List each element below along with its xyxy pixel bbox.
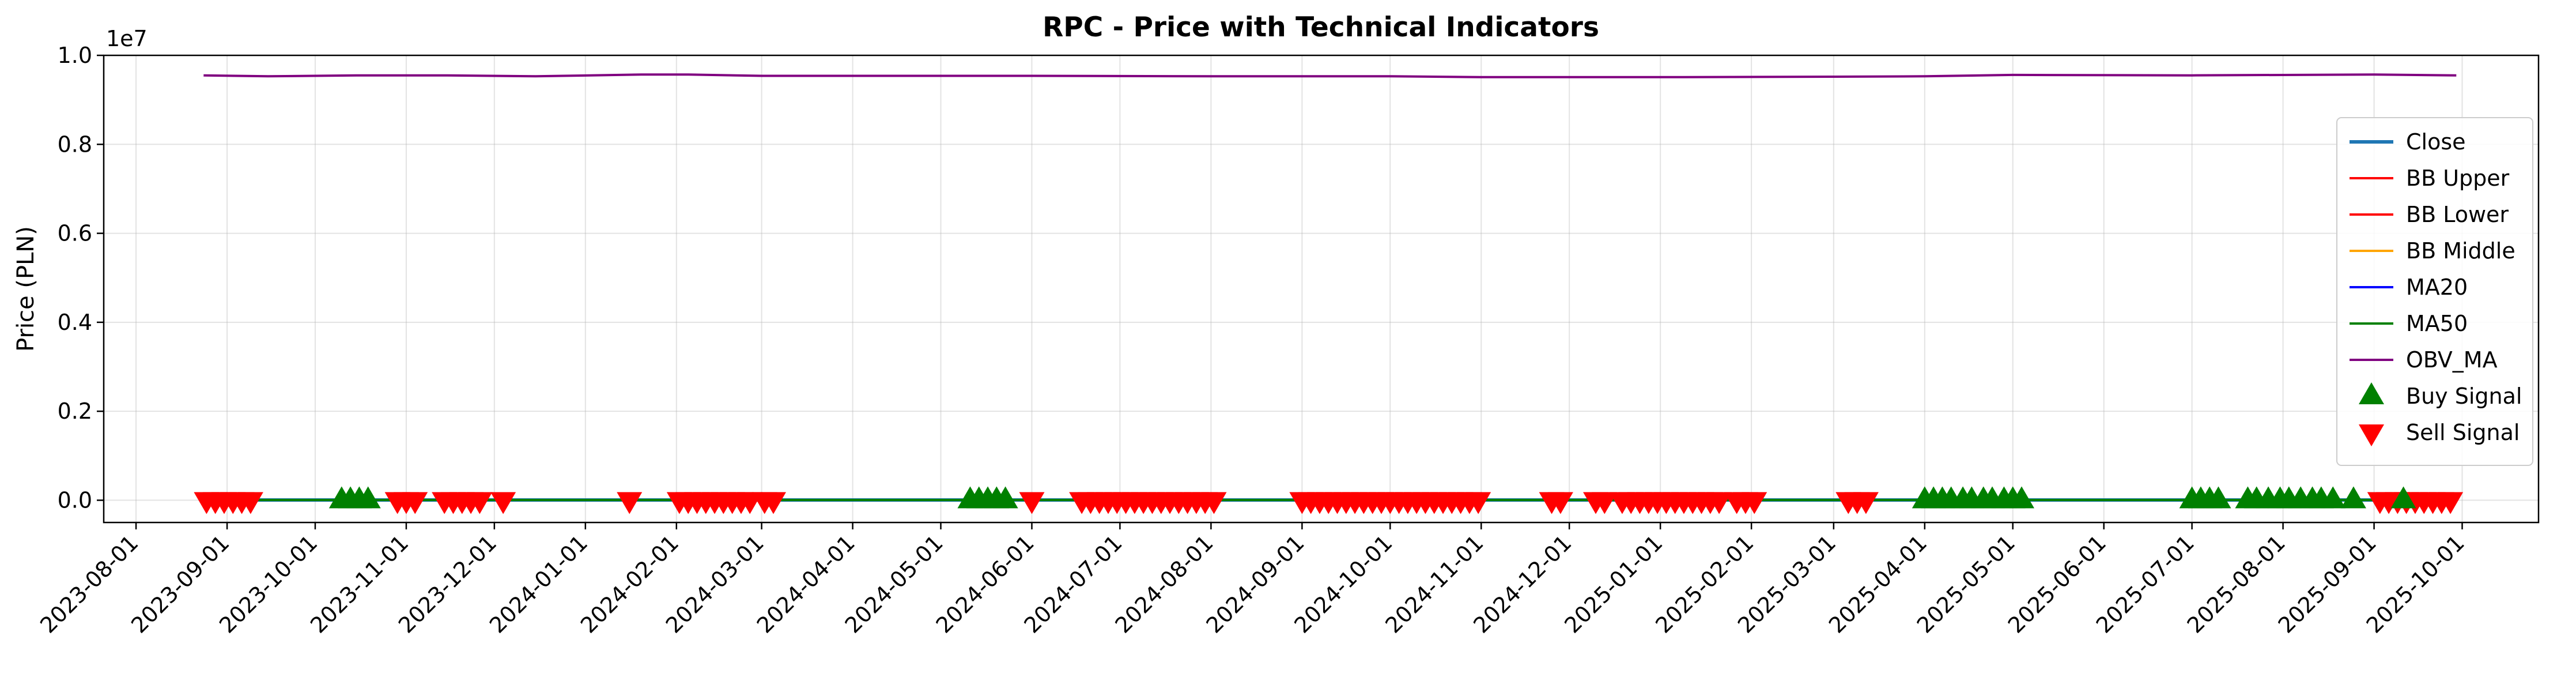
legend-label: MA20 bbox=[2406, 275, 2468, 300]
y-tick-label: 0.2 bbox=[58, 398, 92, 424]
sell-signal-marker bbox=[1742, 492, 1767, 514]
signal-markers bbox=[194, 486, 2464, 514]
sell-signal-marker bbox=[1465, 492, 1491, 514]
y-tick-label: 1.0 bbox=[58, 43, 92, 68]
sell-signal-marker bbox=[402, 492, 428, 514]
legend-sell-marker bbox=[2359, 424, 2384, 446]
buy-signal-marker bbox=[2390, 486, 2416, 509]
legend-buy-marker bbox=[2359, 382, 2384, 404]
sell-signal-marker bbox=[1592, 492, 1618, 514]
sell-signal-marker bbox=[2438, 492, 2464, 514]
y-offset-text: 1e7 bbox=[106, 26, 148, 51]
y-tick-label: 0.6 bbox=[58, 221, 92, 246]
sell-signal-marker bbox=[617, 492, 643, 514]
buy-signal-marker bbox=[992, 486, 1018, 509]
legend-label: MA50 bbox=[2406, 311, 2468, 336]
grid bbox=[104, 55, 2539, 522]
y-tick-label: 0.8 bbox=[58, 131, 92, 157]
plot-frame bbox=[103, 54, 2540, 524]
sell-signal-marker bbox=[237, 492, 263, 514]
legend-label: BB Middle bbox=[2406, 238, 2515, 264]
y-axis: 0.0 0.2 0.4 0.6 0.8 1.0 bbox=[58, 43, 104, 513]
sell-signal-marker bbox=[761, 492, 787, 514]
y-tick-label: 0.4 bbox=[58, 310, 92, 335]
x-tick-label: 2024-01-01 bbox=[485, 530, 592, 638]
buy-signal-marker bbox=[2009, 486, 2035, 509]
chart-title: RPC - Price with Technical Indicators bbox=[1043, 12, 1599, 43]
legend-label: Sell Signal bbox=[2406, 420, 2520, 445]
sell-signal-marker bbox=[490, 492, 516, 514]
x-tick-label: 2025-01-01 bbox=[1559, 530, 1667, 638]
sell-signal-marker bbox=[1547, 492, 1573, 514]
buy-signal-marker bbox=[2340, 486, 2366, 509]
sell-signal-marker bbox=[1706, 492, 1732, 514]
sell-signal-marker bbox=[1853, 492, 1879, 514]
sell-signal-marker bbox=[1019, 492, 1045, 514]
sell-signal-marker bbox=[467, 492, 493, 514]
y-axis-label: Price (PLN) bbox=[13, 226, 39, 352]
legend-label: Close bbox=[2406, 129, 2466, 155]
x-tick-label: 2025-08-01 bbox=[2182, 530, 2290, 638]
y-tick-label: 0.0 bbox=[58, 487, 92, 513]
legend-label: Buy Signal bbox=[2406, 384, 2522, 409]
legend-box bbox=[2336, 117, 2533, 466]
buy-signal-marker bbox=[2320, 486, 2346, 509]
legend-label: BB Lower bbox=[2406, 202, 2509, 227]
series-line-obv-ma bbox=[203, 73, 2457, 78]
legend-label: OBV_MA bbox=[2406, 347, 2498, 373]
series-layer bbox=[203, 73, 2457, 502]
legend: Close BB Upper BB Lower BB Middle MA20 MA50 OB… bbox=[2336, 117, 2533, 466]
x-tick-label: 2024-08-01 bbox=[1110, 530, 1218, 638]
legend-label: BB Upper bbox=[2406, 166, 2510, 191]
x-tick-label: 2023-08-01 bbox=[35, 530, 143, 638]
sell-signal-marker bbox=[1201, 492, 1227, 514]
buy-signal-marker bbox=[2205, 486, 2231, 509]
x-axis: 2023-08-012023-09-012023-10-012023-11-01… bbox=[35, 522, 2469, 638]
buy-signal-marker bbox=[355, 486, 381, 509]
